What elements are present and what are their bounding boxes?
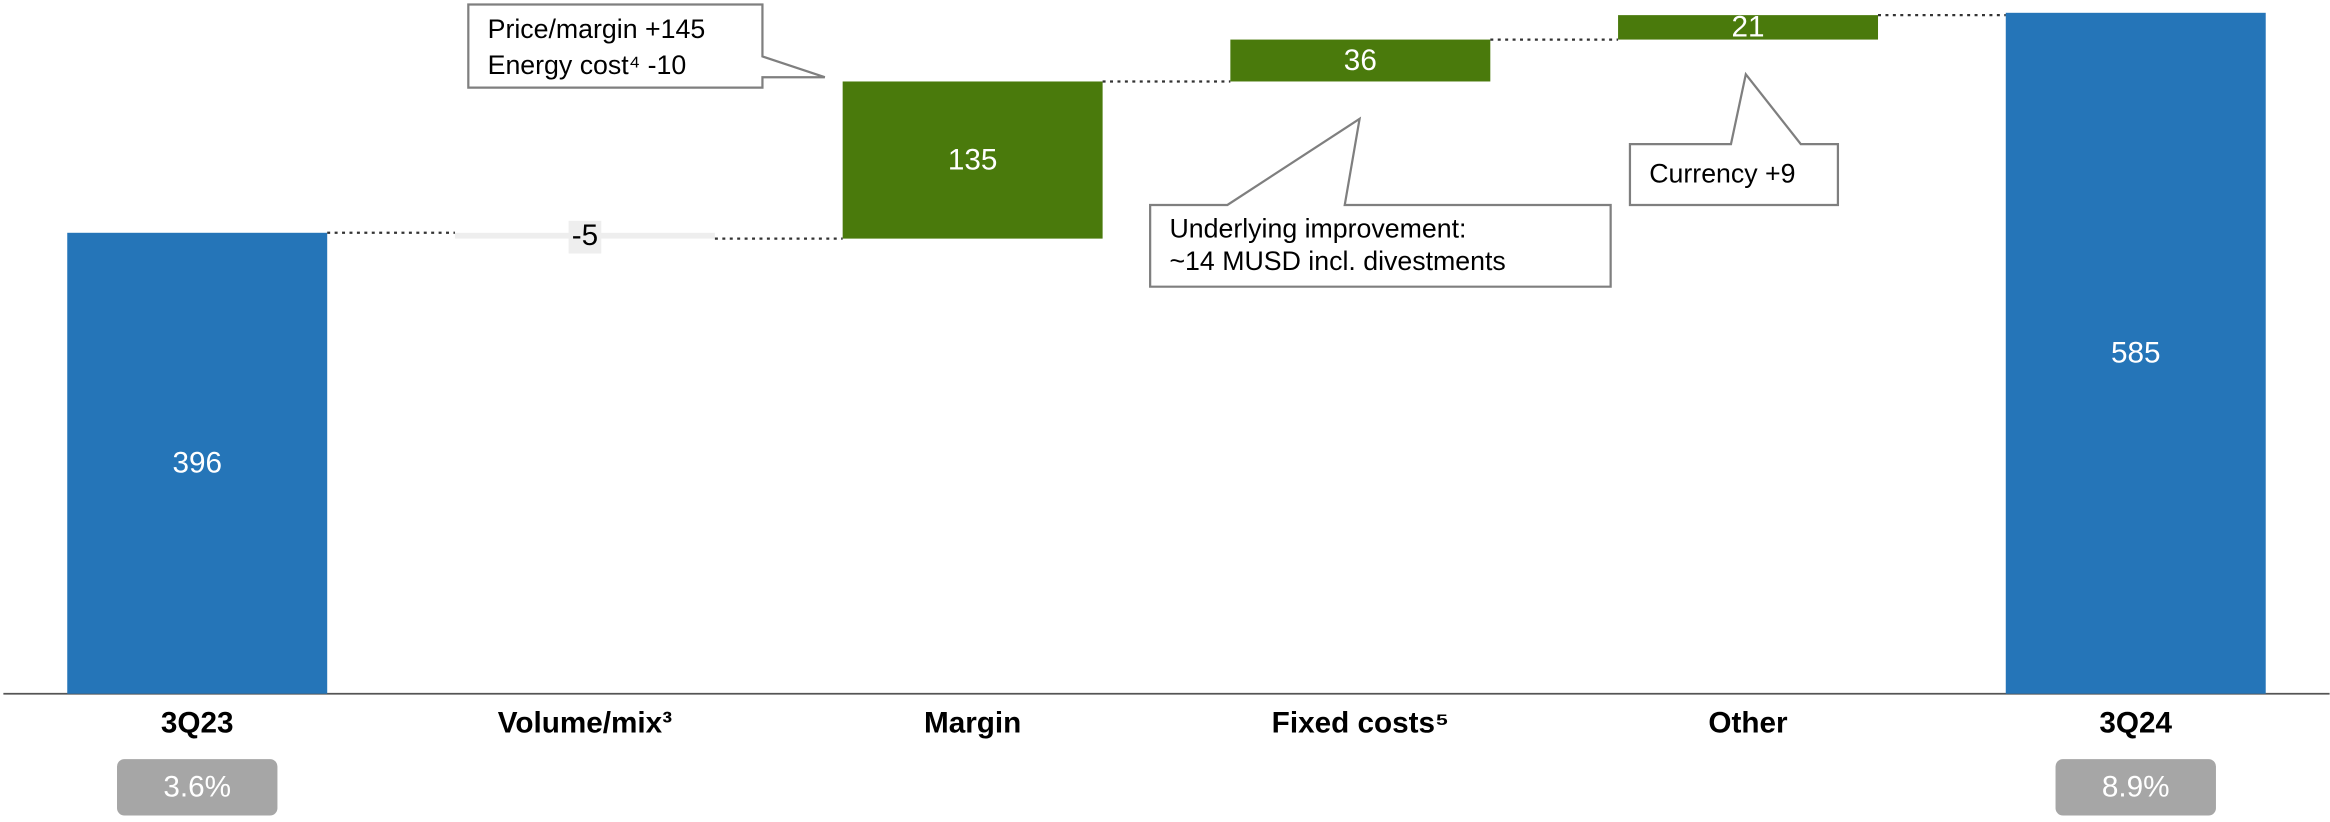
x-tick-label: Margin (924, 707, 1021, 740)
annotation: Energy cost⁴ -10 (488, 50, 687, 80)
x-tick-label: Volume/mix³ (498, 707, 672, 740)
x-tick-label: Other (1708, 707, 1788, 740)
bar (1618, 15, 1879, 40)
bar (1230, 39, 1491, 82)
bar (67, 232, 328, 694)
x-tick-label: Fixed costs⁵ (1272, 707, 1449, 740)
margin-badge (2055, 759, 2216, 816)
x-tick-label: 3Q24 (2099, 707, 2172, 740)
margin-label: 3.6% (163, 771, 231, 804)
value-label: -5 (572, 219, 598, 252)
margin-label: 8.9% (2102, 771, 2170, 804)
annotation: Currency +9 (1649, 158, 1795, 188)
x-tick-label: 3Q23 (161, 707, 234, 740)
bar (842, 81, 1103, 239)
annotation: Underlying improvement: (1169, 213, 1466, 243)
value-label: 135 (948, 143, 998, 176)
callout (467, 3, 826, 89)
bar (2005, 12, 2266, 694)
value-label: 21 (1732, 11, 1765, 44)
value-label: 585 (2111, 337, 2161, 370)
value-label: 396 (172, 447, 222, 480)
callout (1149, 116, 1612, 288)
callout (1628, 71, 1840, 207)
annotation: Price/margin +145 (488, 14, 706, 44)
label-bg (568, 220, 602, 254)
annotation: ~14 MUSD incl. divestments (1169, 246, 1505, 276)
value-label: 36 (1344, 44, 1377, 77)
margin-badge (117, 759, 278, 816)
